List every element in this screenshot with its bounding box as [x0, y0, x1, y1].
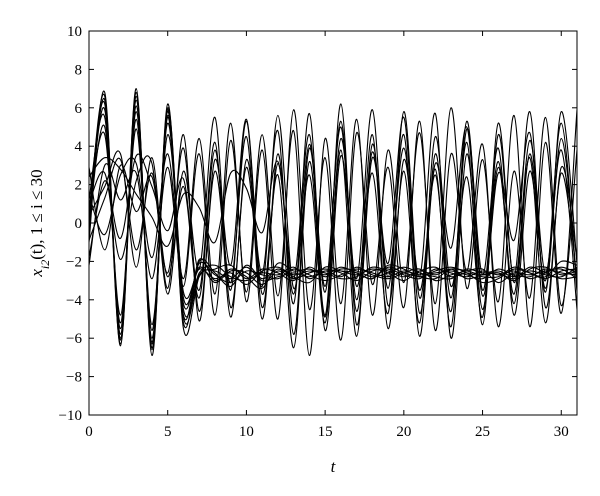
x-tick-label-20: 20	[396, 424, 411, 440]
ticks-layer	[88, 30, 577, 416]
x-tick-label-25: 25	[475, 424, 490, 440]
series-line-16	[89, 120, 577, 312]
series-line-14	[89, 107, 577, 357]
y-tick-label-10: 10	[67, 24, 82, 40]
series-line-13	[89, 111, 577, 349]
y-tick-label--2: −2	[66, 254, 82, 270]
series-line-9	[89, 103, 577, 326]
series-line-10	[89, 109, 577, 341]
x-tick-label-0: 0	[85, 424, 93, 440]
series-line-15	[89, 111, 577, 337]
y-tick-label-2: 2	[75, 178, 83, 194]
y-tick-label--8: −8	[66, 370, 82, 386]
x-tick-label-5: 5	[164, 424, 172, 440]
x-tick-label-15: 15	[318, 424, 333, 440]
y-tick-label--6: −6	[66, 331, 82, 347]
y-tick-label--4: −4	[66, 293, 82, 309]
x-tick-label-30: 30	[554, 424, 569, 440]
y-axis-label: xi2(t), 1 ≤ i ≤ 30	[27, 169, 52, 277]
y-tick-label-4: 4	[75, 139, 83, 155]
series-line-12	[89, 109, 577, 332]
y-tick-label-0: 0	[75, 216, 83, 232]
y-tick-label-8: 8	[75, 62, 83, 78]
series-layer	[89, 88, 577, 357]
y-tick-label--10: −10	[59, 408, 82, 424]
y-tick-label-6: 6	[75, 101, 83, 117]
x-tick-label-10: 10	[239, 424, 254, 440]
x-axis-label: t	[331, 457, 337, 476]
